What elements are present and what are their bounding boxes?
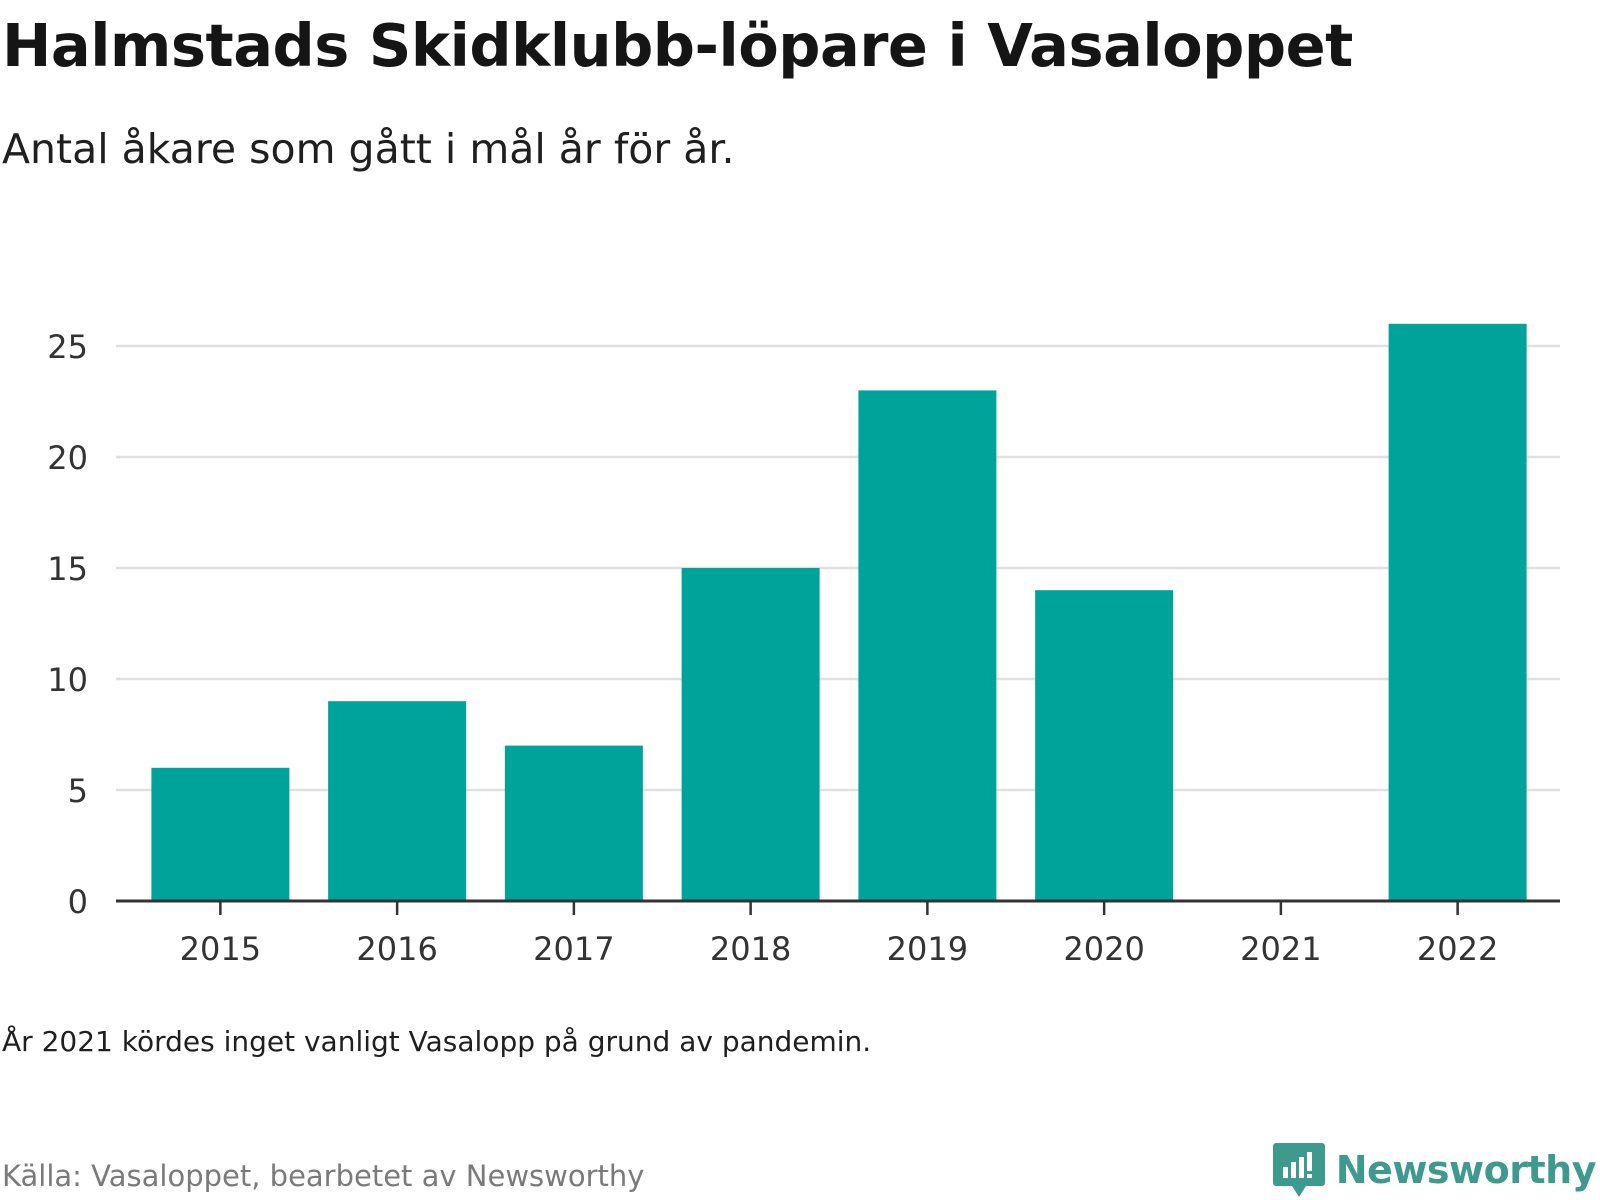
chart-note: År 2021 kördes inget vanligt Vasalopp på… — [2, 1025, 872, 1058]
x-tick-label-2020: 2020 — [1063, 930, 1144, 968]
y-tick-label-10: 10 — [47, 661, 88, 699]
y-tick-label-5: 5 — [68, 772, 88, 810]
x-tick-label-2018: 2018 — [710, 930, 791, 968]
x-tick-label-2015: 2015 — [180, 930, 261, 968]
bar-2015 — [151, 767, 290, 901]
brand-name: Newsworthy — [1335, 1148, 1597, 1192]
source-credit: Källa: Vasaloppet, bearbetet av Newswort… — [2, 1159, 645, 1193]
chart-subtitle: Antal åkare som gått i mål år för år. — [2, 125, 735, 173]
bar-2020 — [1035, 590, 1174, 901]
brand-logo: Newsworthy — [1272, 1140, 1597, 1200]
bar-2022 — [1388, 323, 1527, 901]
x-tick-label-2021: 2021 — [1240, 930, 1321, 968]
y-tick-label-0: 0 — [68, 883, 88, 921]
bar-chart-speech-bubble-icon — [1272, 1143, 1325, 1197]
x-tick-label-2016: 2016 — [356, 930, 437, 968]
y-tick-label-25: 25 — [47, 328, 88, 366]
bar-2017 — [504, 745, 643, 901]
y-tick-label-20: 20 — [47, 439, 88, 477]
x-tick-label-2022: 2022 — [1417, 930, 1498, 968]
chart-title: Halmstads Skidklubb-löpare i Vasaloppet — [2, 11, 1353, 80]
y-tick-label-15: 15 — [47, 550, 88, 588]
bar-chart: 0 5 10 15 20 25 2015 2016 2017 2018 2019 2020 2021 20… — [47, 323, 1560, 968]
bar-2018 — [681, 568, 820, 901]
x-tick-label-2019: 2019 — [887, 930, 968, 968]
x-tick-label-2017: 2017 — [533, 930, 614, 968]
bar-2016 — [328, 701, 467, 901]
bar-2019 — [858, 390, 997, 901]
